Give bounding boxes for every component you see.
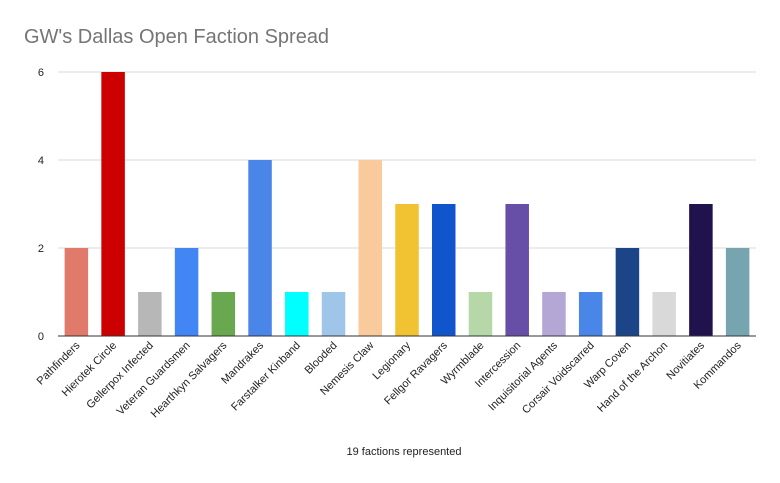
bar	[211, 292, 236, 336]
y-tick-label: 2	[38, 243, 44, 255]
y-tick-label: 6	[38, 67, 44, 79]
x-tick-label: Blooded	[303, 340, 340, 377]
bar	[652, 292, 676, 336]
x-tick-label: Fellgor Ravagers	[382, 339, 450, 407]
bar	[138, 292, 162, 336]
bars	[64, 72, 750, 336]
x-tick-label: Hand of the Archon	[595, 340, 670, 415]
bar	[615, 248, 640, 336]
bar	[431, 204, 456, 336]
x-tick-label: Farstalker Kinband	[229, 340, 303, 414]
x-tick-label: Inquisitorial Agents	[486, 339, 560, 413]
bar	[725, 248, 750, 336]
bar	[542, 292, 566, 336]
bar	[174, 248, 199, 336]
bar	[248, 160, 272, 336]
bar	[321, 292, 346, 336]
chart-title: GW's Dallas Open Faction Spread	[24, 26, 329, 48]
y-tick-label: 4	[38, 155, 44, 167]
bar	[505, 204, 529, 336]
bar	[395, 204, 419, 336]
bar	[101, 72, 125, 336]
bar	[64, 248, 89, 336]
bar	[358, 160, 383, 336]
bar	[285, 292, 309, 336]
y-tick-label: 0	[38, 331, 44, 343]
bar	[689, 204, 713, 336]
x-tick-label: Gellerpox Infected	[84, 340, 156, 412]
bar	[468, 292, 493, 336]
y-axis-ticks: 0 2 4 6	[38, 67, 44, 343]
x-axis-title: 19 factions represented	[347, 446, 462, 458]
bar	[578, 292, 603, 336]
